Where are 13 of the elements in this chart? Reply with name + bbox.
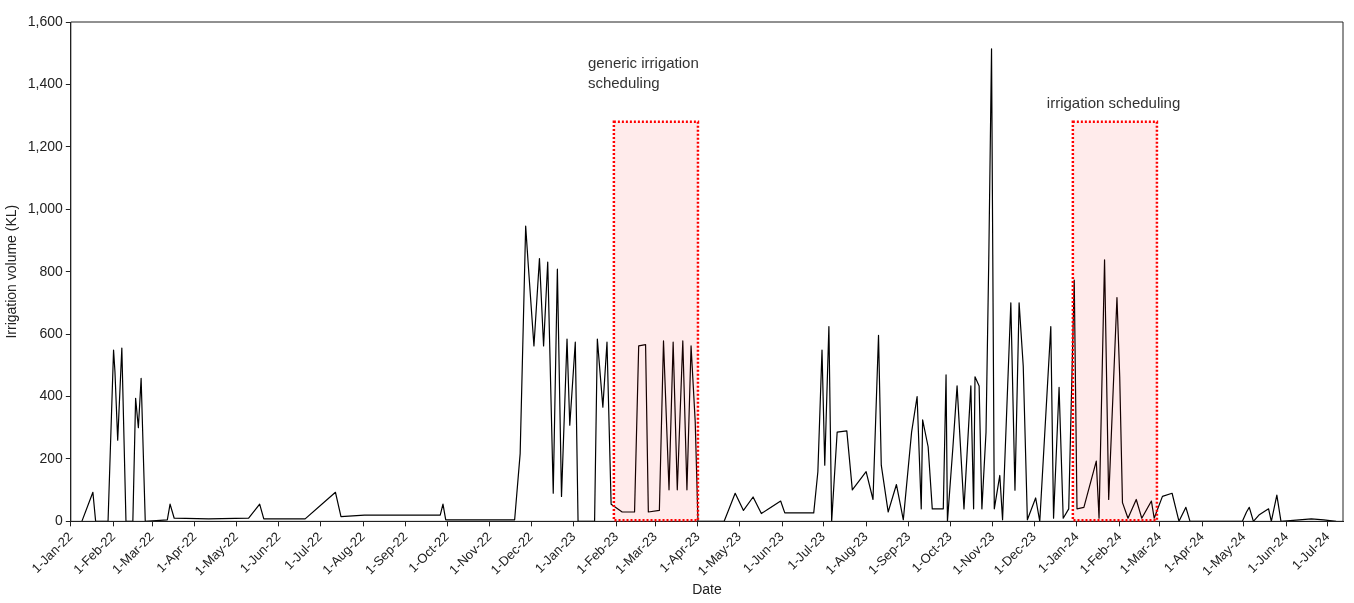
band-label: irrigation scheduling bbox=[1046, 93, 1181, 111]
x-axis-title: Date bbox=[692, 581, 722, 598]
y-axis-title: Irrigation volume (KL) bbox=[3, 204, 20, 339]
y-tick-label: 600 bbox=[39, 324, 64, 341]
y-tick-label: 200 bbox=[39, 449, 64, 466]
band-label: generic irrigation scheduling bbox=[587, 53, 699, 91]
y-tick-label: 0 bbox=[55, 512, 64, 529]
y-tick-label: 1,000 bbox=[27, 200, 64, 217]
y-tick-label: 1,400 bbox=[27, 75, 64, 92]
y-tick-label: 400 bbox=[39, 387, 64, 404]
y-tick-label: 1,600 bbox=[27, 12, 64, 29]
y-tick-label: 1,200 bbox=[27, 137, 64, 154]
y-tick-label: 800 bbox=[39, 262, 64, 279]
